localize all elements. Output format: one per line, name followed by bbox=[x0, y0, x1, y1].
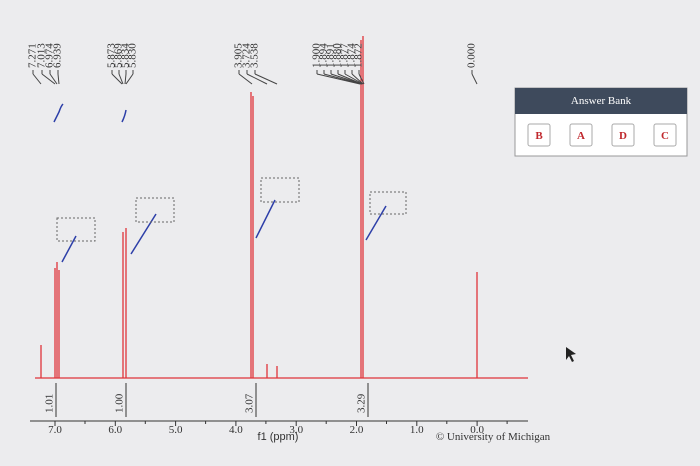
peak-label: 1.872 bbox=[353, 43, 365, 68]
answer-option-label[interactable]: B bbox=[535, 130, 543, 142]
peak-label: 1.877 bbox=[339, 43, 351, 68]
peak-connector bbox=[344, 73, 364, 85]
peak-connector bbox=[358, 73, 365, 85]
peak-connector bbox=[246, 73, 268, 85]
peak-label: 1.880 bbox=[332, 43, 344, 68]
peak-connector bbox=[125, 73, 134, 85]
peak-connector bbox=[124, 73, 127, 85]
answer-bank-header bbox=[515, 88, 687, 114]
answer-option[interactable] bbox=[569, 123, 593, 147]
answer-bank-title: Answer Bank bbox=[571, 95, 632, 107]
peak-label: 1.900 bbox=[311, 43, 323, 68]
peak-label: 0.000 bbox=[466, 43, 478, 68]
peak-connector bbox=[111, 73, 123, 85]
peak-label: 6.939 bbox=[52, 43, 64, 68]
x-tick-label: 2.0 bbox=[350, 424, 364, 436]
peak-label: 7.271 bbox=[27, 43, 39, 68]
x-tick-label: 1.0 bbox=[410, 424, 424, 436]
x-axis-label: f1 (ppm) bbox=[258, 431, 299, 443]
mouse-cursor bbox=[566, 347, 576, 362]
integral-marks bbox=[53, 103, 387, 263]
credit: © University of Michigan bbox=[436, 431, 551, 443]
answer-option-label[interactable]: C bbox=[661, 130, 669, 142]
integral-label: 3.07 bbox=[244, 393, 256, 413]
peak-label: 5.873 bbox=[106, 43, 118, 68]
x-tick-label: 5.0 bbox=[169, 424, 183, 436]
peak-label: 1.894 bbox=[318, 43, 330, 68]
peak-connector bbox=[41, 73, 56, 85]
x-tick-label: 4.0 bbox=[229, 424, 243, 436]
x-tick-label: 7.0 bbox=[48, 424, 62, 436]
peak-label: 3.538 bbox=[249, 43, 261, 68]
peak-connector bbox=[316, 73, 361, 85]
peak-connector bbox=[57, 73, 60, 85]
spectrum bbox=[35, 36, 528, 379]
peak-connector bbox=[49, 73, 58, 85]
peak-label: 6.974 bbox=[44, 43, 56, 68]
peak-label: 1.891 bbox=[325, 43, 337, 68]
peak-label: 5.834 bbox=[120, 43, 132, 68]
answer-option-label[interactable]: D bbox=[619, 130, 627, 142]
answer-option[interactable] bbox=[653, 123, 677, 147]
x-tick-label: 6.0 bbox=[108, 424, 122, 436]
peak-label: 7.013 bbox=[36, 43, 48, 68]
peak-connector bbox=[118, 73, 124, 85]
answer-option-label[interactable]: A bbox=[577, 130, 585, 142]
peak-connector bbox=[471, 73, 478, 85]
peak-connector bbox=[238, 73, 253, 85]
answer-drop-zones bbox=[56, 177, 407, 242]
peak-connector bbox=[323, 73, 362, 85]
peak-connector bbox=[351, 73, 364, 85]
integral-label: 3.29 bbox=[356, 393, 368, 413]
peak-connector bbox=[32, 73, 42, 85]
answer-option[interactable] bbox=[527, 123, 551, 147]
x-tick-label: 3.0 bbox=[289, 424, 303, 436]
peak-connector bbox=[254, 73, 278, 85]
peak-connector bbox=[337, 73, 363, 85]
x-tick-label: 0.0 bbox=[470, 424, 484, 436]
peak-label: 3.724 bbox=[241, 43, 253, 68]
integral-label: 1.01 bbox=[44, 394, 56, 413]
peak-label: 5.830 bbox=[127, 43, 139, 68]
peak-label: 5.869 bbox=[113, 43, 125, 68]
integral-label: 1.00 bbox=[114, 393, 126, 413]
answer-option[interactable] bbox=[611, 123, 635, 147]
peak-label: 1.874 bbox=[346, 43, 358, 68]
peak-label: 3.905 bbox=[233, 43, 245, 68]
